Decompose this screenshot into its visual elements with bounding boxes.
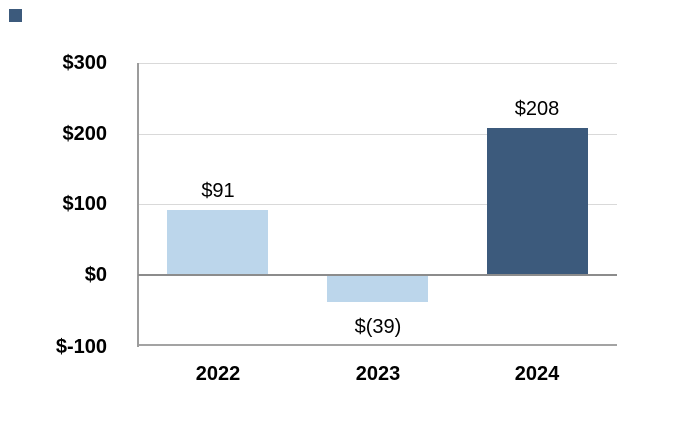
zero-axis-line (138, 274, 617, 276)
bottom-border-line (138, 344, 617, 346)
y-tick-label: $-100 (55, 336, 107, 358)
bar-2022 (167, 210, 268, 274)
y-tick-label: $100 (62, 193, 108, 215)
gridline (138, 134, 617, 135)
y-tick-label: $200 (62, 123, 108, 145)
bar-value-label: $91 (201, 180, 235, 202)
x-tick-label: 2023 (355, 363, 401, 385)
bar-2023 (327, 275, 428, 302)
y-axis-line (137, 63, 139, 347)
y-tick-label: $0 (84, 264, 107, 286)
bar-value-label: $208 (514, 98, 560, 120)
bar-2024 (487, 128, 588, 275)
y-tick-label: $300 (62, 52, 108, 74)
corner-accent-square (9, 9, 22, 22)
gridline (138, 204, 617, 205)
x-tick-label: 2022 (195, 363, 241, 385)
gridline (138, 63, 617, 64)
bar-value-label: $(39) (354, 316, 402, 338)
x-tick-label: 2024 (514, 363, 560, 385)
